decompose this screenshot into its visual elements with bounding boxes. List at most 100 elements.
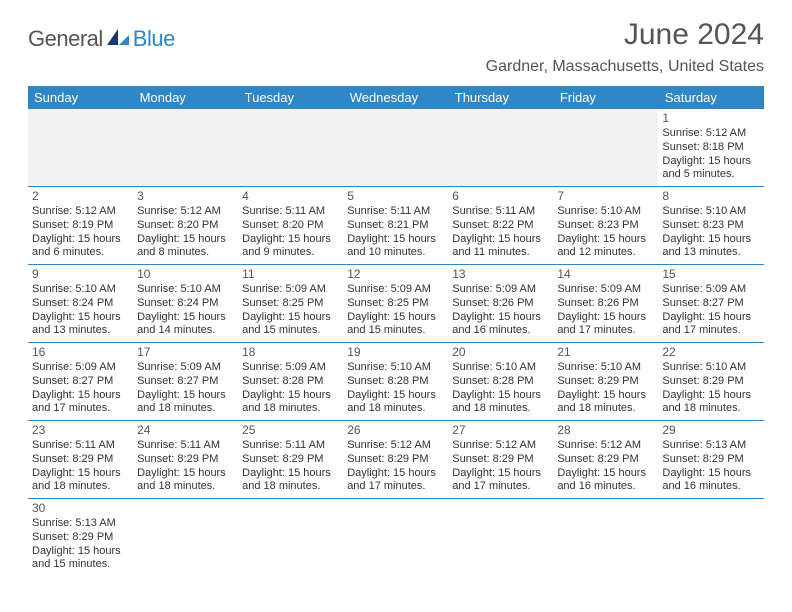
day-number: 5 — [347, 189, 444, 204]
logo-text-general: General — [28, 26, 103, 52]
day-info-line: Sunset: 8:19 PM — [32, 219, 129, 233]
logo-text-blue: Blue — [133, 26, 175, 52]
day-info-line: and 18 minutes. — [242, 480, 339, 494]
day-info-line: Sunrise: 5:09 AM — [557, 283, 654, 297]
week-row: 9Sunrise: 5:10 AMSunset: 8:24 PMDaylight… — [28, 265, 764, 343]
day-info-line: Sunrise: 5:11 AM — [242, 205, 339, 219]
day-info-line: and 18 minutes. — [137, 480, 234, 494]
logo: General Blue — [28, 26, 175, 52]
day-number: 9 — [32, 267, 129, 282]
day-info-line: and 17 minutes. — [32, 402, 129, 416]
day-number: 24 — [137, 423, 234, 438]
dayname-sat: Saturday — [658, 86, 763, 109]
day-number: 25 — [242, 423, 339, 438]
day-info-line: Daylight: 15 hours — [662, 233, 759, 247]
day-number: 2 — [32, 189, 129, 204]
day-info-line: Sunset: 8:28 PM — [242, 375, 339, 389]
day-number: 23 — [32, 423, 129, 438]
day-info-line: Daylight: 15 hours — [242, 467, 339, 481]
day-number: 4 — [242, 189, 339, 204]
day-info-line: Sunset: 8:25 PM — [347, 297, 444, 311]
day-cell: 24Sunrise: 5:11 AMSunset: 8:29 PMDayligh… — [133, 421, 238, 499]
day-info-line: and 18 minutes. — [557, 402, 654, 416]
day-number: 20 — [452, 345, 549, 360]
day-info-line: Daylight: 15 hours — [347, 233, 444, 247]
day-cell — [133, 109, 238, 187]
day-info-line: Sunset: 8:18 PM — [662, 141, 759, 155]
day-info-line: and 13 minutes. — [662, 246, 759, 260]
day-info-line: Daylight: 15 hours — [452, 311, 549, 325]
day-cell: 10Sunrise: 5:10 AMSunset: 8:24 PMDayligh… — [133, 265, 238, 343]
day-info-line: and 9 minutes. — [242, 246, 339, 260]
day-info-line: Sunrise: 5:13 AM — [32, 517, 129, 531]
day-info-line: Sunset: 8:29 PM — [32, 453, 129, 467]
day-number: 12 — [347, 267, 444, 282]
day-info-line: Sunset: 8:27 PM — [662, 297, 759, 311]
day-info-line: Sunrise: 5:11 AM — [452, 205, 549, 219]
day-info-line: Sunrise: 5:12 AM — [137, 205, 234, 219]
day-info-line: Daylight: 15 hours — [32, 467, 129, 481]
day-number: 27 — [452, 423, 549, 438]
day-info-line: Sunset: 8:29 PM — [137, 453, 234, 467]
day-info-line: Sunrise: 5:09 AM — [662, 283, 759, 297]
day-info-line: and 11 minutes. — [452, 246, 549, 260]
month-title: June 2024 — [486, 18, 764, 52]
day-info-line: Sunset: 8:20 PM — [242, 219, 339, 233]
day-number: 3 — [137, 189, 234, 204]
week-row: 1Sunrise: 5:12 AMSunset: 8:18 PMDaylight… — [28, 109, 764, 187]
day-info-line: Daylight: 15 hours — [32, 233, 129, 247]
day-cell: 11Sunrise: 5:09 AMSunset: 8:25 PMDayligh… — [238, 265, 343, 343]
day-info-line: and 16 minutes. — [452, 324, 549, 338]
day-info-line: Daylight: 15 hours — [32, 311, 129, 325]
day-cell: 6Sunrise: 5:11 AMSunset: 8:22 PMDaylight… — [448, 187, 553, 265]
day-info-line: Sunset: 8:29 PM — [242, 453, 339, 467]
week-row: 16Sunrise: 5:09 AMSunset: 8:27 PMDayligh… — [28, 343, 764, 421]
day-info-line: Daylight: 15 hours — [452, 467, 549, 481]
dayname-fri: Friday — [553, 86, 658, 109]
day-cell: 27Sunrise: 5:12 AMSunset: 8:29 PMDayligh… — [448, 421, 553, 499]
day-number: 17 — [137, 345, 234, 360]
day-info-line: Sunset: 8:29 PM — [557, 453, 654, 467]
day-info-line: Sunset: 8:21 PM — [347, 219, 444, 233]
day-info-line: Daylight: 15 hours — [137, 311, 234, 325]
day-cell: 22Sunrise: 5:10 AMSunset: 8:29 PMDayligh… — [658, 343, 763, 421]
day-info-line: and 18 minutes. — [242, 402, 339, 416]
day-info-line: Daylight: 15 hours — [662, 311, 759, 325]
day-info-line: and 17 minutes. — [347, 480, 444, 494]
day-cell: 29Sunrise: 5:13 AMSunset: 8:29 PMDayligh… — [658, 421, 763, 499]
day-info-line: Sunrise: 5:09 AM — [452, 283, 549, 297]
day-info-line: Sunset: 8:27 PM — [32, 375, 129, 389]
day-cell: 17Sunrise: 5:09 AMSunset: 8:27 PMDayligh… — [133, 343, 238, 421]
day-number: 30 — [32, 501, 129, 516]
day-info-line: Sunset: 8:27 PM — [137, 375, 234, 389]
week-row: 30Sunrise: 5:13 AMSunset: 8:29 PMDayligh… — [28, 499, 764, 577]
day-cell: 18Sunrise: 5:09 AMSunset: 8:28 PMDayligh… — [238, 343, 343, 421]
day-info-line: and 17 minutes. — [452, 480, 549, 494]
day-info-line: and 18 minutes. — [662, 402, 759, 416]
day-info-line: Daylight: 15 hours — [452, 389, 549, 403]
day-info-line: and 17 minutes. — [662, 324, 759, 338]
day-cell: 9Sunrise: 5:10 AMSunset: 8:24 PMDaylight… — [28, 265, 133, 343]
day-cell: 19Sunrise: 5:10 AMSunset: 8:28 PMDayligh… — [343, 343, 448, 421]
day-info-line: Sunset: 8:29 PM — [662, 453, 759, 467]
day-info-line: and 12 minutes. — [557, 246, 654, 260]
day-number: 13 — [452, 267, 549, 282]
day-info-line: Sunset: 8:26 PM — [452, 297, 549, 311]
day-number: 26 — [347, 423, 444, 438]
title-block: June 2024 Gardner, Massachusetts, United… — [486, 18, 764, 76]
day-info-line: Daylight: 15 hours — [557, 389, 654, 403]
day-cell — [658, 499, 763, 577]
day-cell: 30Sunrise: 5:13 AMSunset: 8:29 PMDayligh… — [28, 499, 133, 577]
day-number: 10 — [137, 267, 234, 282]
day-cell: 21Sunrise: 5:10 AMSunset: 8:29 PMDayligh… — [553, 343, 658, 421]
day-info-line: Daylight: 15 hours — [662, 467, 759, 481]
day-info-line: and 16 minutes. — [557, 480, 654, 494]
day-cell: 3Sunrise: 5:12 AMSunset: 8:20 PMDaylight… — [133, 187, 238, 265]
day-info-line: and 18 minutes. — [347, 402, 444, 416]
day-info-line: Daylight: 15 hours — [242, 311, 339, 325]
day-info-line: Sunset: 8:28 PM — [347, 375, 444, 389]
day-cell — [238, 109, 343, 187]
day-info-line: Sunrise: 5:12 AM — [347, 439, 444, 453]
day-info-line: Sunrise: 5:12 AM — [32, 205, 129, 219]
day-cell — [343, 109, 448, 187]
